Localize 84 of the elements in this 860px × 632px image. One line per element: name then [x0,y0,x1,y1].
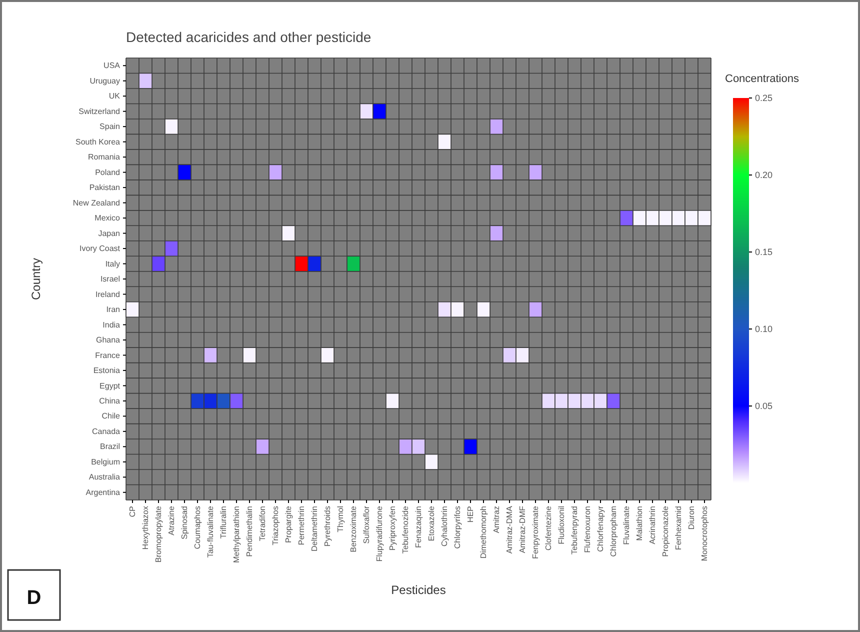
y-tick-label: Uruguay [90,76,120,86]
x-tick-label: Hexythiazox [141,506,150,550]
y-tick-label: Brazil [100,442,120,452]
y-tick-label: China [99,396,121,406]
x-tick-label: Amitraz-DMF [518,506,528,554]
x-tick-label: Permethrin [297,506,306,546]
x-tick-label: Fenpyroximate [531,505,540,559]
y-tick-label: Ivory Coast [80,244,121,254]
x-tick-label: Amitraz [492,506,502,534]
color-bar-title: Concentrations [725,73,800,85]
y-tick-label: Poland [95,168,120,177]
y-tick-label: Romania [88,152,121,162]
color-bar-label: 0.10 [755,324,773,334]
y-tick-label: Australia [88,472,121,482]
x-tick-label: Malathion [635,506,644,541]
x-tick-label: Flufenoxuron [583,506,592,553]
y-tick-label: Spain [100,122,120,132]
x-tick-label: Tebufenpyrad [570,506,580,554]
x-tick-label: Fluvalinate [622,505,632,545]
x-tick-label: Pendimethalin [245,506,254,557]
x-tick-label: HEP [466,506,476,522]
x-tick-label: CP [128,506,138,518]
y-tick-label: Canada [92,426,121,436]
x-tick-label: Coumaphos [193,506,202,550]
color-bar-label: 0.05 [755,400,773,411]
y-tick-label: Iran [106,305,120,314]
y-tick-label: Pakistan [89,183,120,192]
x-tick-label: Chlorfenapyr [596,506,606,552]
y-tick-label: USA [104,61,121,70]
x-tick-label: Pyriproxyfen [388,506,398,550]
x-tick-label: Fludioxonil [557,506,566,544]
x-tick-label: Bromopropylate [154,505,164,562]
x-tick-label: Etoxazole [427,505,436,542]
x-tick-label: Pyrethroids [323,506,332,546]
x-tick-label: Propiconazole [661,505,670,557]
x-tick-label: Amitraz-DMA [505,505,514,554]
chart-title: Detected acaricides and other pesticide [126,29,372,45]
y-tick-label: Argentina [86,488,121,497]
y-tick-label: Ghana [96,336,121,345]
color-bar-label: 0.25 [755,92,773,103]
y-tick-label: Egypt [100,381,121,390]
y-tick-label: Chile [102,412,121,421]
x-tick-label: Spinosad [180,506,190,540]
x-tick-label: Chlorpyrifos [453,506,462,549]
x-tick-label: Deltamethrin [310,506,320,552]
y-tick-label: Italy [105,259,120,268]
y-tick-label: Ireland [96,290,120,299]
x-tick-label: Monocrotophos [700,506,710,562]
y-tick-label: UK [108,92,121,101]
text: D [26,587,42,609]
y-tick-label: India [102,320,121,330]
y-tick-label: Mexico [94,214,121,223]
x-tick-label: Diuron [687,506,696,530]
x-tick-label: Chlorpropham [609,506,618,557]
x-tick-label: Cyhalothrin [440,506,450,546]
x-tick-label: Trifluralin [219,506,228,539]
y-tick-label: Switzerland [78,106,120,116]
x-tick-label: Benzoximate [349,505,358,552]
x-tick-label: Dimethomorph [479,506,488,558]
x-tick-label: Tau-fluvalinate [206,505,216,558]
x-tick-label: Methylparathion [232,506,242,563]
y-tick-label: France [95,350,121,360]
y-tick-label: Estonia [93,366,121,376]
x-tick-label: Triazophos [271,506,280,546]
y-axis-title: Country [29,258,43,300]
x-tick-label: Tebufenozide [401,505,410,554]
x-tick-label: Thymol [336,506,346,532]
color-bar-label: 0.20 [755,170,773,180]
x-tick-label: Fenazaquin [414,506,424,548]
x-tick-label: Sulfoxaflor [362,506,372,544]
y-tick-label: New Zealand [72,198,120,208]
y-tick-label: Israel [100,274,120,284]
x-tick-label: Propargite [284,505,294,543]
color-bar-label: 0.15 [755,246,773,257]
x-tick-label: Atrazine [167,505,176,536]
y-tick-label: Belgium [91,457,120,466]
x-tick-label: Flupyradifurone [375,505,384,562]
x-axis-title: Pesticides [391,583,446,597]
x-tick-label: Fenhexamid [674,506,684,550]
x-tick-label: Acrinathrin [648,506,658,544]
x-tick-label: Clofentezine [544,505,554,550]
x-tick-label: Tetradifon [258,506,268,542]
y-tick-label: South Korea [76,137,121,146]
y-tick-label: Japan [98,228,120,238]
